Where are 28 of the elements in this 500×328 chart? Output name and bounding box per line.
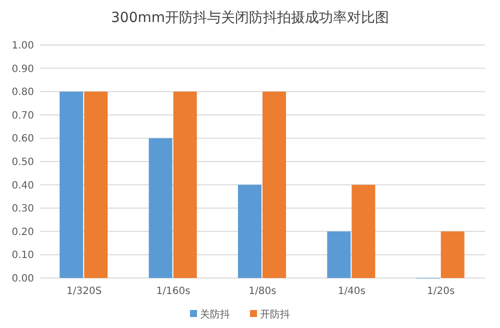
y-tick-label: 0.10 bbox=[12, 250, 34, 262]
x-tick-label: 1/160s bbox=[156, 286, 190, 297]
x-tick-label: 1/320S bbox=[66, 286, 102, 297]
bar bbox=[262, 92, 286, 278]
y-tick-label: 0.80 bbox=[12, 87, 34, 98]
y-tick-label: 0.40 bbox=[12, 180, 34, 192]
bar bbox=[173, 92, 197, 278]
legend-label: 开防抖 bbox=[260, 308, 290, 320]
bar bbox=[148, 138, 172, 278]
y-tick-label: 0.00 bbox=[12, 274, 34, 284]
x-tick-label: 1/80s bbox=[248, 286, 276, 297]
legend-label: 关防抖 bbox=[200, 308, 230, 320]
y-tick-label: 0.70 bbox=[12, 110, 34, 122]
y-tick-label: 0.90 bbox=[12, 64, 34, 75]
y-tick-label: 0.60 bbox=[12, 134, 34, 145]
bar bbox=[60, 92, 84, 278]
bar bbox=[84, 92, 108, 278]
bar bbox=[327, 231, 351, 278]
bar bbox=[352, 184, 376, 278]
x-tick-label: 1/20s bbox=[427, 286, 455, 297]
y-tick-label: 0.50 bbox=[12, 157, 34, 168]
x-tick-label: 1/40s bbox=[338, 286, 366, 297]
bar bbox=[440, 231, 464, 278]
y-tick-label: 0.30 bbox=[12, 204, 34, 215]
y-tick-label: 0.20 bbox=[12, 226, 34, 238]
chart-title: 300mm开防抖与关闭防抖拍摄成功率对比图 bbox=[111, 10, 389, 26]
y-tick-label: 1.00 bbox=[12, 40, 34, 52]
bar bbox=[238, 184, 262, 278]
